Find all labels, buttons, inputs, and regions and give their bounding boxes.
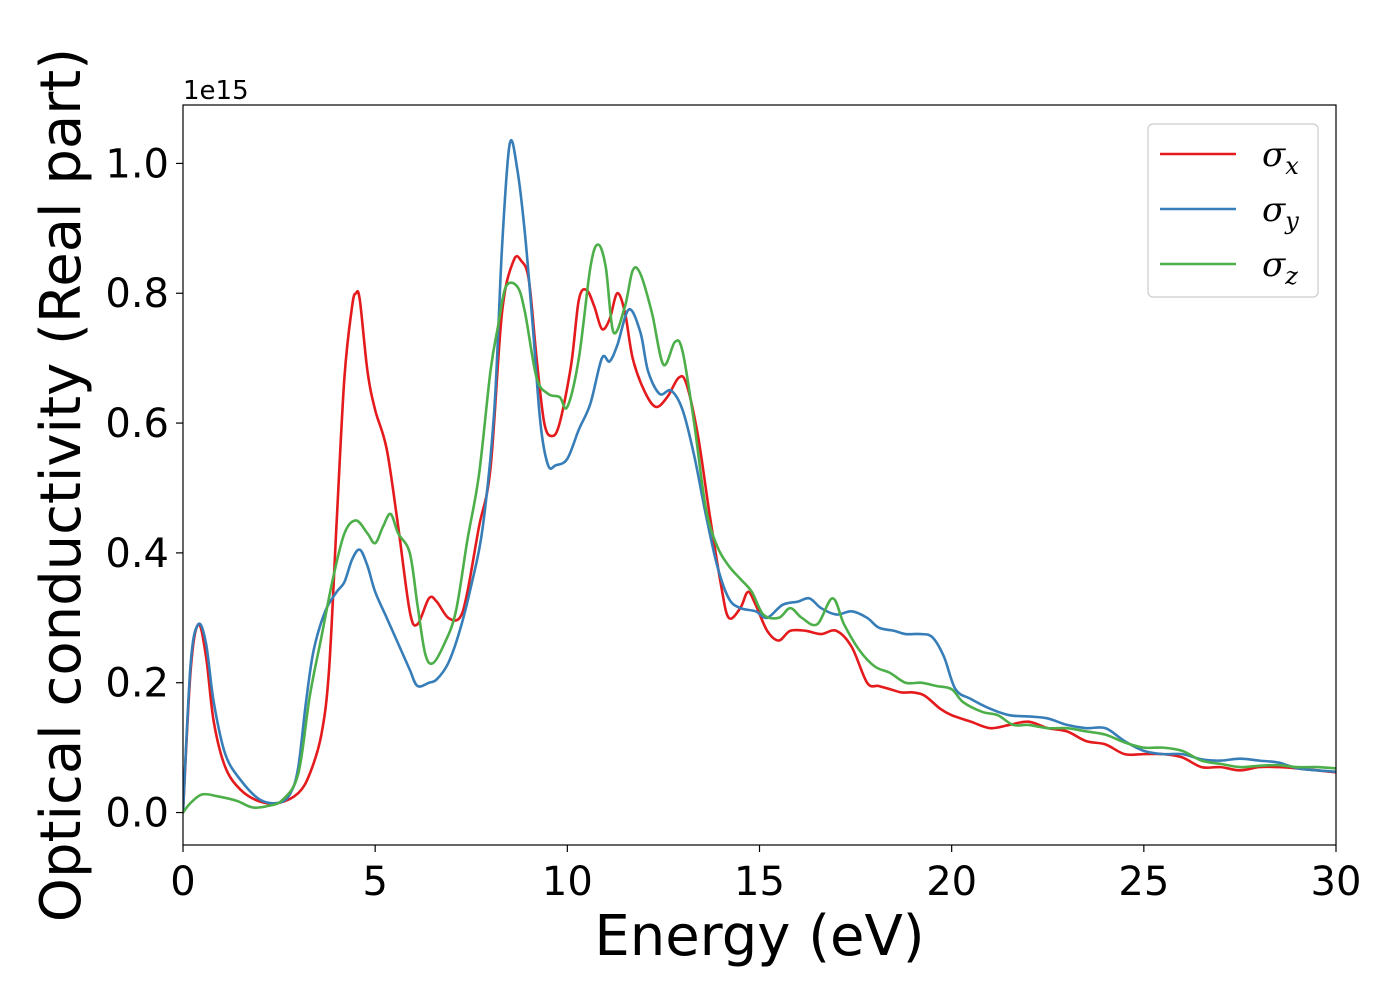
- y-tick-label: 0.8: [105, 271, 169, 317]
- x-tick-label: 10: [542, 859, 593, 905]
- y-axis-title: Optical conductivity (Real part): [29, 48, 94, 922]
- legend: σx σy σz: [1147, 123, 1319, 298]
- x-tick-label: 0: [170, 859, 195, 905]
- x-tick-label: 15: [734, 859, 785, 905]
- x-tick-label: 30: [1311, 859, 1362, 905]
- x-axis: 0 5 10 15 20 25 30: [170, 845, 1361, 905]
- legend-label-y: σy: [1262, 190, 1299, 235]
- series-line-z: [183, 243, 1336, 814]
- y-tick-label: 0.6: [105, 401, 169, 447]
- plot-lines: [183, 139, 1336, 814]
- y-axis-offset-text: 1e15: [183, 76, 249, 106]
- x-tick-label: 25: [1118, 859, 1169, 905]
- y-tick-label: 0.0: [105, 791, 169, 837]
- legend-label-x: σx: [1262, 135, 1299, 180]
- x-tick-label: 5: [362, 859, 387, 905]
- legend-label-z: σz: [1262, 245, 1298, 290]
- y-tick-label: 1.0: [105, 141, 169, 187]
- series-line-x: [183, 254, 1336, 814]
- y-tick-label: 0.2: [105, 661, 169, 707]
- y-tick-label: 0.4: [105, 531, 169, 577]
- x-tick-label: 20: [926, 859, 977, 905]
- series-line-y: [183, 139, 1336, 814]
- x-axis-title: Energy (eV): [594, 904, 924, 969]
- legend-box: [1147, 123, 1319, 298]
- y-axis: 0.0 0.2 0.4 0.6 0.8 1.0: [105, 141, 183, 837]
